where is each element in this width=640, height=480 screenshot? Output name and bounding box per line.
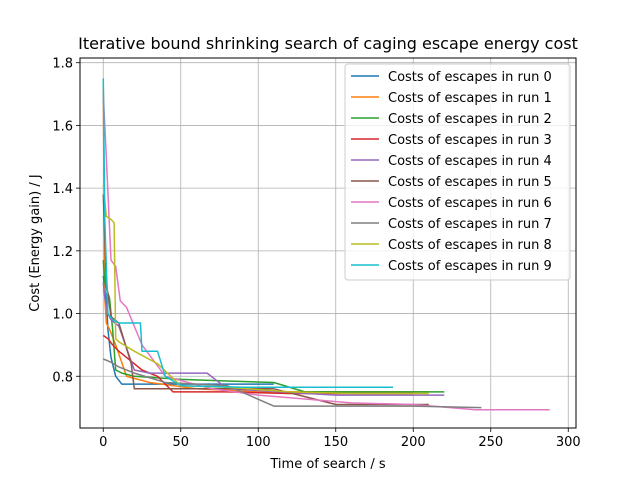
- series-line-run-7: [103, 358, 482, 409]
- legend-label-run-8: Costs of escapes in run 8: [388, 238, 552, 253]
- axis-ticks: 0 50 100 150 200 250 300 0.8 1.0 1.2 1.4 1.6 1.8: [52, 57, 580, 450]
- x-tick-label: 150: [323, 435, 348, 450]
- series-line-run-9: [102, 78, 394, 388]
- series-line-run-2: [102, 260, 445, 393]
- chart-title: Iterative bound shrinking search of cagi…: [78, 34, 578, 53]
- legend-box: [344, 63, 571, 281]
- y-tick-label: 1.0: [52, 308, 73, 323]
- y-tick-label: 0.8: [52, 370, 73, 385]
- x-tick-label: 100: [246, 435, 271, 450]
- series-line-run-0: [102, 275, 274, 385]
- y-axis-label: Cost (Energy gain) / J: [28, 174, 43, 311]
- y-tick-label: 1.6: [52, 119, 73, 134]
- y-tick-label: 1.2: [52, 245, 73, 260]
- series-line-run-8: [102, 184, 429, 395]
- legend-label-run-1: Costs of escapes in run 1: [388, 91, 552, 106]
- plot-frame: [79, 57, 577, 429]
- legend: Costs of escapes in run 0 Costs of escape…: [344, 63, 571, 281]
- y-tick-label: 1.8: [52, 57, 73, 72]
- legend-label-run-5: Costs of escapes in run 5: [388, 175, 552, 190]
- legend-label-run-2: Costs of escapes in run 2: [388, 112, 552, 127]
- x-tick-label: 0: [99, 435, 107, 450]
- legend-label-run-0: Costs of escapes in run 0: [388, 70, 552, 85]
- legend-label-run-9: Costs of escapes in run 9: [388, 259, 552, 274]
- y-tick-label: 1.4: [52, 182, 73, 197]
- x-tick-label: 200: [401, 435, 426, 450]
- legend-label-run-3: Costs of escapes in run 3: [388, 133, 552, 148]
- series-lines: [102, 78, 550, 411]
- x-tick-label: 300: [556, 435, 581, 450]
- x-tick-label: 250: [478, 435, 503, 450]
- legend-label-run-7: Costs of escapes in run 7: [388, 217, 552, 232]
- series-line-run-6: [102, 94, 550, 411]
- legend-label-run-4: Costs of escapes in run 4: [388, 154, 552, 169]
- legend-label-run-6: Costs of escapes in run 6: [388, 196, 552, 211]
- x-axis-label: Time of search / s: [269, 457, 385, 472]
- x-tick-label: 50: [172, 435, 189, 450]
